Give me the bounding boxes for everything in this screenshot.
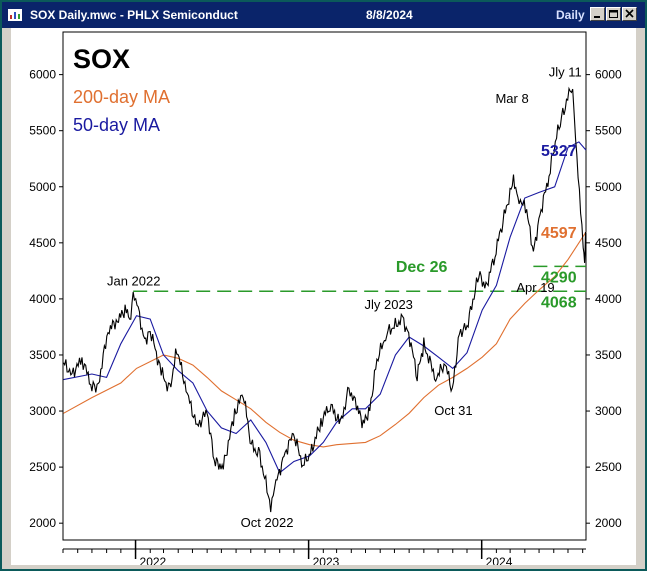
y-tick-label-right: 3000	[595, 404, 622, 418]
legend-entry: 50-day MA	[73, 115, 160, 135]
annotation-label: Oct 31	[434, 403, 472, 418]
chart-title: SOX	[73, 44, 130, 74]
y-tick-label-left: 5500	[29, 124, 56, 138]
annotation-label: Apr 19	[516, 280, 554, 295]
x-tick-label: 2023	[313, 555, 340, 565]
annotation-label: Oct 2022	[241, 515, 294, 530]
close-icon	[625, 9, 634, 18]
y-tick-label-left: 4000	[29, 292, 56, 306]
y-tick-label-left: 3500	[29, 348, 56, 362]
annotation-label: Dec 26	[396, 259, 448, 276]
y-tick-label-left: 2500	[29, 460, 56, 474]
annotation-label: Jly 2023	[364, 297, 412, 312]
y-tick-label-right: 6000	[595, 68, 622, 82]
x-tick-label: 2022	[140, 555, 167, 565]
window-date: 8/8/2024	[366, 8, 413, 22]
y-tick-label-right: 4500	[595, 236, 622, 250]
series-line-50-day-ma	[63, 141, 587, 474]
y-tick-label-right: 3500	[595, 348, 622, 362]
y-tick-label-left: 4500	[29, 236, 56, 250]
y-tick-label-left: 2000	[29, 516, 56, 530]
y-tick-label-right: 4000	[595, 292, 622, 306]
y-tick-label-left: 3000	[29, 404, 56, 418]
value-label-5327: 5327	[541, 143, 577, 160]
annotation-label: Jly 11	[549, 64, 582, 79]
y-tick-label-right: 2000	[595, 516, 622, 530]
y-tick-label-right: 5500	[595, 124, 622, 138]
maximize-button[interactable]	[606, 7, 621, 21]
annotation-label: Jan 2022	[107, 273, 161, 288]
title-bar[interactable]: SOX Daily.mwc - PHLX Semiconduct 8/8/202…	[2, 2, 645, 28]
value-label-4597: 4597	[541, 225, 577, 242]
y-tick-label-right: 2500	[595, 460, 622, 474]
value-label-4290: 4290	[541, 269, 577, 286]
series-line-200-day-ma	[63, 231, 587, 448]
annotation-label: Mar 8	[495, 91, 528, 106]
minimize-icon	[594, 16, 600, 18]
maximize-icon	[609, 10, 618, 18]
y-tick-label-right: 5000	[595, 180, 622, 194]
chart-app-icon	[8, 9, 22, 21]
minimize-button[interactable]	[590, 7, 605, 21]
series-line-sox	[63, 86, 587, 513]
y-tick-label-left: 5000	[29, 180, 56, 194]
plot-frame	[62, 31, 587, 541]
chart-area: 2000 2000 2500 2500 3000 3000 3500 3500 4000 4000…	[11, 28, 636, 569]
x-tick-label: 2024	[486, 555, 513, 565]
window-title: SOX Daily.mwc - PHLX Semiconduct	[30, 8, 238, 22]
value-label-4068: 4068	[541, 294, 577, 311]
close-button[interactable]	[622, 7, 637, 21]
period-label[interactable]: Daily	[556, 8, 585, 22]
y-tick-label-left: 6000	[29, 68, 56, 82]
legend-entry: 200-day MA	[73, 87, 170, 107]
price-chart: 2000 2000 2500 2500 3000 3000 3500 3500 4000 4000…	[29, 31, 622, 569]
